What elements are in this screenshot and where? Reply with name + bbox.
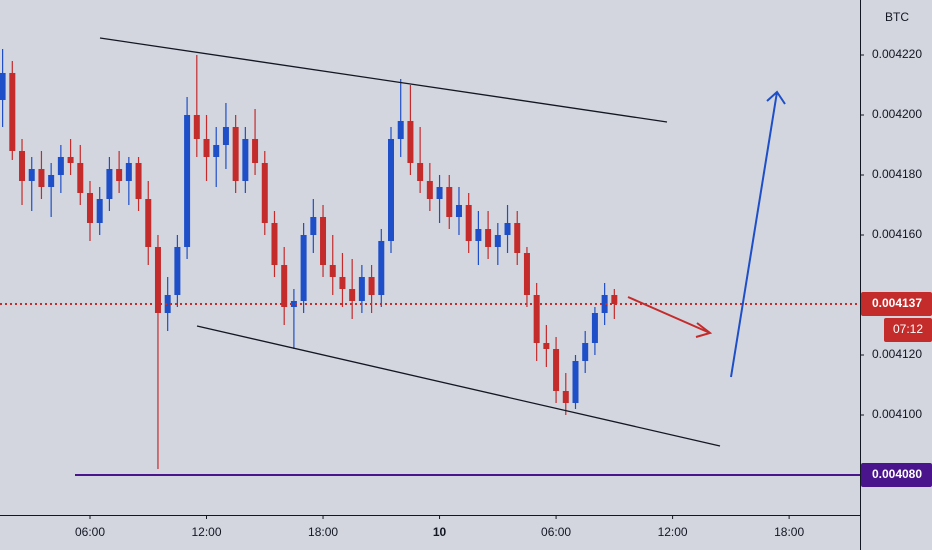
- candle-body: [358, 277, 365, 302]
- candle-body: [455, 204, 462, 217]
- candle-body: [485, 228, 492, 247]
- candle-body: [504, 222, 511, 235]
- candle-body: [213, 144, 220, 157]
- candle-body: [135, 162, 142, 199]
- candle-body: [57, 156, 64, 175]
- price-label-box: [861, 292, 932, 317]
- x-tick-label: 06:00: [75, 525, 105, 539]
- y-tick-label: 0.004200: [872, 107, 922, 121]
- candle-body: [125, 162, 132, 181]
- candle-body: [193, 114, 200, 139]
- red-arrow: [627, 296, 713, 338]
- candle-body: [9, 72, 16, 151]
- candle-body: [601, 295, 608, 314]
- candle-body: [572, 361, 579, 404]
- candle-body: [582, 343, 589, 362]
- candle-body: [222, 126, 229, 145]
- candle-body: [514, 222, 521, 253]
- price-label: 0.004080: [872, 467, 922, 481]
- blue-arrow: [730, 90, 786, 378]
- y-tick-label: 0.004100: [872, 407, 922, 421]
- candle-body: [553, 349, 560, 392]
- candle-body: [446, 186, 453, 217]
- upper-trendline: [99, 37, 668, 123]
- x-tick-label: 12:00: [191, 525, 221, 539]
- candle-body: [368, 277, 375, 296]
- currency-label: BTC: [885, 10, 909, 24]
- candle-body: [378, 240, 385, 296]
- x-tick-label: 18:00: [308, 525, 338, 539]
- candle-body: [203, 138, 210, 157]
- candle-body: [38, 168, 45, 187]
- lower-trendline: [196, 325, 721, 447]
- y-tick-label: 0.004120: [872, 347, 922, 361]
- candle-body: [0, 72, 6, 100]
- candle-body: [164, 295, 171, 314]
- candle-body: [290, 301, 297, 308]
- candle-body: [543, 343, 550, 350]
- candle-body: [329, 265, 336, 278]
- countdown-label: 07:12: [893, 322, 923, 336]
- price-label-box: [861, 463, 932, 488]
- candle-body: [261, 162, 268, 223]
- candle-body: [475, 228, 482, 241]
- candle-body: [184, 114, 191, 247]
- candle-body: [77, 162, 84, 193]
- candle-body: [417, 162, 424, 181]
- candle-body: [494, 234, 501, 247]
- candle-body: [349, 289, 356, 302]
- price-label: 0.004137: [872, 296, 922, 310]
- candle-body: [145, 198, 152, 247]
- candle-body: [106, 168, 113, 199]
- x-tick-label: 06:00: [541, 525, 571, 539]
- candle-body: [310, 216, 317, 235]
- candle-body: [611, 295, 618, 305]
- countdown-box: [884, 318, 932, 343]
- candle-body: [562, 391, 569, 404]
- candle-body: [232, 126, 239, 181]
- candle-body: [96, 198, 103, 223]
- y-tick-label: 0.004220: [872, 47, 922, 61]
- candle-body: [271, 222, 278, 266]
- x-tick-label: 10: [433, 525, 447, 539]
- candle-body: [591, 313, 598, 344]
- candle-body: [320, 216, 327, 266]
- candle-body: [426, 180, 433, 199]
- candle-body: [48, 174, 55, 187]
- y-tick-label: 0.004160: [872, 227, 922, 241]
- candle-body: [407, 120, 414, 163]
- candle-body: [281, 265, 288, 308]
- candle-body: [339, 277, 346, 290]
- candle-body: [174, 246, 181, 296]
- candle-body: [436, 186, 443, 199]
- plot: 0.004100 0.004120 0.004160 0.004180 0.004200…: [0, 47, 922, 539]
- x-tick-label: 18:00: [774, 525, 804, 539]
- candle-body: [300, 234, 307, 302]
- candle-body: [388, 138, 395, 241]
- candle-body: [252, 138, 259, 163]
- candle-body: [19, 150, 26, 181]
- candle-body: [465, 204, 472, 241]
- candle-body: [116, 168, 123, 181]
- price-labels: 0.004137 07:12 0.004080: [861, 292, 932, 488]
- candle-body: [523, 252, 530, 296]
- candle-body: [28, 168, 35, 181]
- candle-body: [154, 246, 161, 314]
- x-tick-label: 12:00: [658, 525, 688, 539]
- y-tick-label: 0.004180: [872, 167, 922, 181]
- candle-body: [533, 295, 540, 344]
- candle-body: [242, 138, 249, 181]
- candle-body: [397, 120, 404, 139]
- candle-body: [86, 192, 93, 223]
- candle-body: [67, 156, 74, 163]
